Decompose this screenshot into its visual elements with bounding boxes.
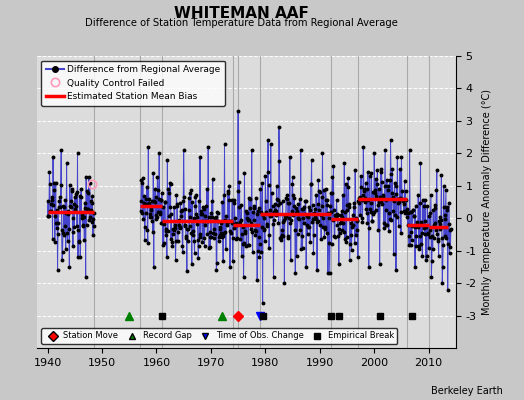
Legend: Station Move, Record Gap, Time of Obs. Change, Empirical Break: Station Move, Record Gap, Time of Obs. C…	[41, 328, 397, 344]
Text: WHITEMAN AAF: WHITEMAN AAF	[173, 6, 309, 21]
Text: Difference of Station Temperature Data from Regional Average: Difference of Station Temperature Data f…	[84, 18, 398, 28]
Y-axis label: Monthly Temperature Anomaly Difference (°C): Monthly Temperature Anomaly Difference (…	[482, 89, 492, 315]
Text: Berkeley Earth: Berkeley Earth	[431, 386, 503, 396]
